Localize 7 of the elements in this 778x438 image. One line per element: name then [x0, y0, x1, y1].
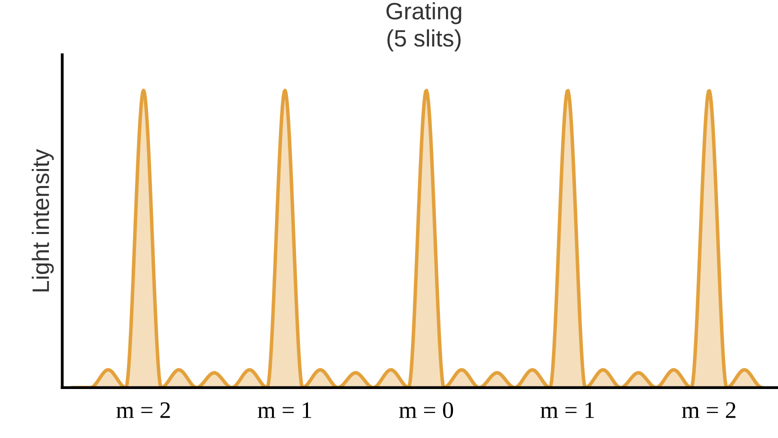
x-tick-label: m = 1 — [258, 402, 312, 418]
y-axis-title: Light intensity — [32, 149, 54, 292]
x-tick-label: m = 2 — [116, 402, 170, 418]
x-tick-label: m = 0 — [399, 402, 454, 418]
x-tick-label: m = 1 — [540, 402, 594, 418]
x-tick-label: m = 2 — [682, 402, 736, 418]
chart-title: Grating (5 slits) — [386, 2, 462, 52]
